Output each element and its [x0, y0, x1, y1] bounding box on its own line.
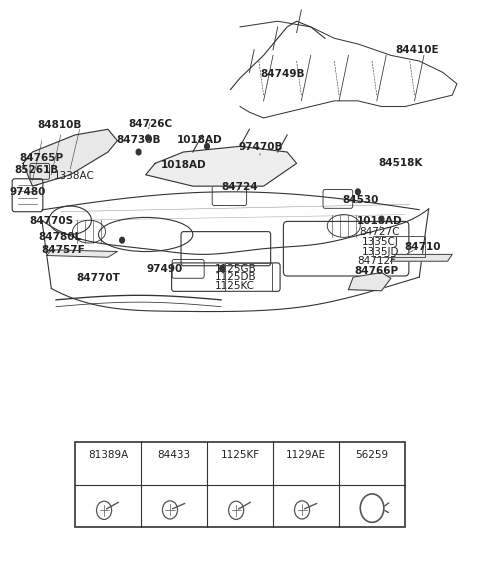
- Text: 1018AD: 1018AD: [356, 216, 402, 226]
- Text: 84724: 84724: [222, 182, 258, 192]
- Text: 84530: 84530: [342, 196, 378, 205]
- Text: 1335CJ: 1335CJ: [362, 237, 399, 247]
- Text: 84766P: 84766P: [355, 267, 399, 276]
- Text: 1125KC: 1125KC: [216, 280, 255, 291]
- Text: 1125KF: 1125KF: [220, 450, 260, 460]
- Circle shape: [136, 149, 141, 155]
- Text: 1335JD: 1335JD: [362, 246, 399, 257]
- Polygon shape: [47, 250, 118, 257]
- Text: 84730B: 84730B: [116, 134, 161, 144]
- Text: 97480: 97480: [10, 187, 46, 197]
- Text: 84810B: 84810B: [37, 119, 82, 130]
- Text: 84770S: 84770S: [29, 216, 73, 226]
- Circle shape: [145, 135, 150, 141]
- Text: 84710: 84710: [405, 242, 441, 252]
- Circle shape: [120, 237, 124, 243]
- Text: 84727C: 84727C: [359, 227, 399, 237]
- Polygon shape: [23, 129, 118, 186]
- Text: 1125GB: 1125GB: [215, 264, 256, 273]
- Text: 56259: 56259: [356, 450, 389, 460]
- Text: 84712F: 84712F: [357, 256, 396, 266]
- Text: 1129AE: 1129AE: [286, 450, 326, 460]
- Polygon shape: [391, 254, 452, 261]
- Circle shape: [204, 144, 209, 149]
- Text: 84780L: 84780L: [38, 233, 82, 242]
- Text: 84757F: 84757F: [41, 245, 85, 255]
- Text: 84410E: 84410E: [395, 44, 439, 55]
- Text: 97470B: 97470B: [239, 143, 284, 152]
- Text: 1338AC: 1338AC: [54, 171, 95, 181]
- Circle shape: [356, 189, 360, 194]
- Text: 84749B: 84749B: [260, 69, 305, 78]
- Text: 84765P: 84765P: [20, 153, 64, 163]
- Text: 1018AD: 1018AD: [177, 134, 223, 144]
- Text: 84770T: 84770T: [77, 273, 120, 283]
- Text: 85261B: 85261B: [14, 165, 59, 175]
- Text: 84433: 84433: [157, 450, 191, 460]
- Text: 1018AD: 1018AD: [161, 159, 206, 170]
- Polygon shape: [348, 272, 391, 291]
- Text: 84518K: 84518K: [378, 159, 422, 168]
- Text: 84726C: 84726C: [128, 119, 172, 129]
- Text: 81389A: 81389A: [88, 450, 128, 460]
- Circle shape: [379, 216, 384, 222]
- Text: 1125DB: 1125DB: [215, 272, 256, 282]
- Circle shape: [220, 266, 225, 271]
- Polygon shape: [145, 147, 297, 186]
- Text: 97490: 97490: [146, 264, 183, 273]
